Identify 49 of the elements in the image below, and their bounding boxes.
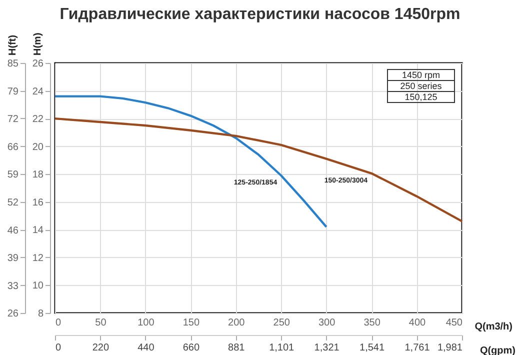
y2-tick-label: 33	[7, 280, 19, 292]
chart-title: Гидравлические характеристики насосов 1450rpm	[58, 6, 462, 24]
x2-tick-label: 220	[92, 342, 110, 354]
y-tick-label: 24	[32, 86, 44, 98]
annotation: 150,125	[387, 91, 455, 103]
x-tick-label: 250	[273, 318, 290, 328]
y-tick-label: 18	[32, 170, 44, 181]
y-tick-label: 10	[32, 280, 44, 292]
y-tick-label: 14	[32, 225, 44, 236]
y-tick-label: 12	[32, 252, 44, 264]
annotation: 1450 rpm	[387, 69, 455, 81]
x-tick-label: 200	[228, 318, 246, 328]
x2-tick-label: 0	[56, 342, 62, 354]
y-tick-label: 20	[32, 142, 44, 153]
text-box: 1450 rpm 250 series 150,125	[387, 70, 455, 103]
x-axis-title: Q(m3/h)	[474, 322, 512, 332]
y2-tick-label: 66	[7, 142, 19, 153]
x-tick-label: 450	[446, 318, 463, 328]
y-tick-label: 22	[32, 114, 44, 126]
y2-tick-label: 85	[7, 58, 19, 70]
y2-axis-title: H(ft)	[8, 34, 18, 56]
x2-tick-label: 660	[182, 342, 200, 354]
y-tick-label: 8	[38, 308, 44, 320]
x-tick-label: 100	[138, 318, 155, 328]
y-tick-label: 26	[32, 58, 44, 70]
x2-tick-label: 1,761	[404, 342, 430, 354]
x-tick-label: 150	[182, 318, 200, 328]
x2-tick-label: 440	[138, 342, 155, 354]
y2-tick-label: 79	[7, 86, 19, 98]
x-tick-label: 50	[95, 318, 107, 328]
y2-tick-label: 26	[7, 308, 19, 320]
x-tick-label: 350	[364, 318, 381, 328]
y2-tick-label: 39	[7, 252, 19, 264]
y2-tick-label: 46	[7, 225, 19, 236]
x-tick-label: 400	[408, 318, 426, 328]
x2-tick-label: 1,541	[360, 342, 385, 354]
x2-tick-label: 1,101	[269, 342, 295, 354]
y2-tick-label: 52	[7, 197, 19, 208]
y-axis-title: H(m)	[32, 32, 44, 56]
x2-tick-label: 1,981	[437, 342, 463, 354]
y-tick-label: 16	[32, 197, 44, 208]
x-tick-label: 0	[56, 318, 62, 328]
annotation: 250 series	[387, 80, 455, 92]
x2-tick-label: 1,321	[314, 342, 340, 354]
y2-tick-label: 72	[7, 114, 19, 125]
y2-tick-label: 59	[7, 169, 19, 180]
x-tick-label: 300	[318, 318, 336, 328]
line-series	[54, 117, 464, 222]
x2-tick-label: 881	[228, 342, 246, 354]
